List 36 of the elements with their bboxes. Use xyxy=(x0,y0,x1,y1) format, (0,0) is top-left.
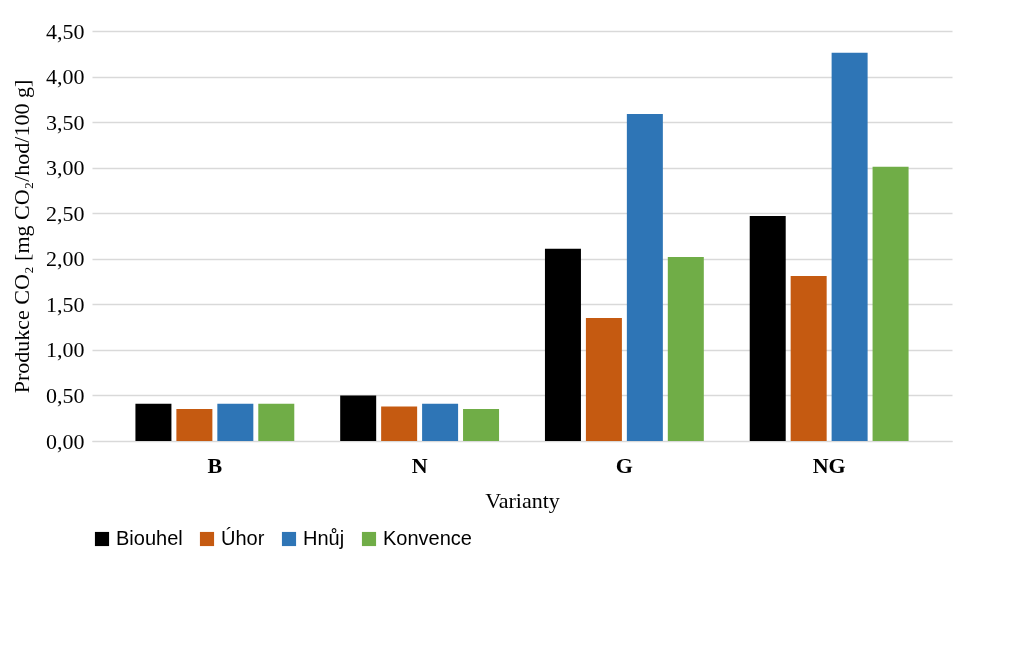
bar xyxy=(381,406,418,441)
x-axis-title: Varianty xyxy=(485,487,560,513)
x-tick-label: NG xyxy=(812,452,846,478)
x-tick-label: B xyxy=(207,452,223,478)
y-tick-label: 0,00 xyxy=(46,428,85,454)
bar xyxy=(463,409,500,441)
legend-label: Úhor xyxy=(221,527,265,549)
bar xyxy=(340,395,377,441)
bar xyxy=(422,403,459,441)
bar xyxy=(831,52,868,441)
bar xyxy=(217,403,254,441)
y-tick-label: 3,00 xyxy=(46,155,85,181)
y-tick-label: 1,00 xyxy=(46,337,85,363)
legend-label: Konvence xyxy=(383,527,472,549)
bar xyxy=(176,409,213,441)
bar xyxy=(585,318,622,441)
bar xyxy=(626,113,663,441)
bar xyxy=(258,403,295,441)
bar xyxy=(872,166,909,441)
bar xyxy=(749,215,786,441)
legend-label: Hnůj xyxy=(303,527,345,549)
bar xyxy=(790,276,827,441)
y-tick-label: 0,50 xyxy=(46,382,85,408)
x-tick-label: N xyxy=(411,452,428,478)
bar xyxy=(135,403,172,441)
bar xyxy=(667,256,704,441)
bar xyxy=(544,248,581,441)
y-tick-label: 2,50 xyxy=(46,200,85,226)
y-tick-label: 1,50 xyxy=(46,291,85,317)
legend-label: Biouhel xyxy=(116,527,183,549)
y-tick-label: 2,00 xyxy=(46,246,85,272)
y-tick-label: 4,00 xyxy=(46,64,85,90)
y-tick-label: 4,50 xyxy=(46,18,85,44)
y-axis-title: Produkce CO₂ [mg CO₂/hod/100 g] xyxy=(9,79,34,394)
y-tick-label: 3,50 xyxy=(46,109,85,135)
x-tick-label: G xyxy=(615,452,633,478)
